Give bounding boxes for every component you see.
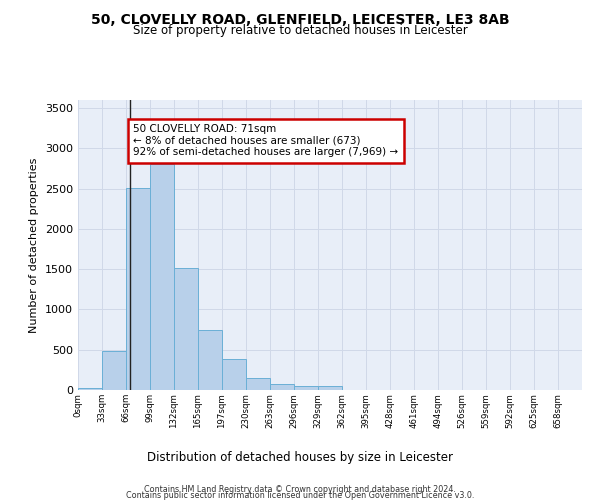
Text: 50, CLOVELLY ROAD, GLENFIELD, LEICESTER, LE3 8AB: 50, CLOVELLY ROAD, GLENFIELD, LEICESTER,… [91, 12, 509, 26]
Text: 50 CLOVELLY ROAD: 71sqm
← 8% of detached houses are smaller (673)
92% of semi-de: 50 CLOVELLY ROAD: 71sqm ← 8% of detached… [133, 124, 398, 158]
Y-axis label: Number of detached properties: Number of detached properties [29, 158, 40, 332]
Bar [294, 386, 318, 390]
Bar [126, 188, 150, 390]
Bar [102, 352, 126, 390]
Text: Contains HM Land Registry data © Crown copyright and database right 2024.: Contains HM Land Registry data © Crown c… [144, 485, 456, 494]
Bar [150, 164, 174, 390]
Bar [174, 268, 198, 390]
Bar [246, 378, 270, 390]
Bar [270, 384, 294, 390]
Text: Distribution of detached houses by size in Leicester: Distribution of detached houses by size … [147, 451, 453, 464]
Text: Size of property relative to detached houses in Leicester: Size of property relative to detached ho… [133, 24, 467, 37]
Bar [198, 330, 222, 390]
Bar [78, 388, 102, 390]
Bar [318, 386, 342, 390]
Text: Contains public sector information licensed under the Open Government Licence v3: Contains public sector information licen… [126, 491, 474, 500]
Bar [222, 358, 246, 390]
